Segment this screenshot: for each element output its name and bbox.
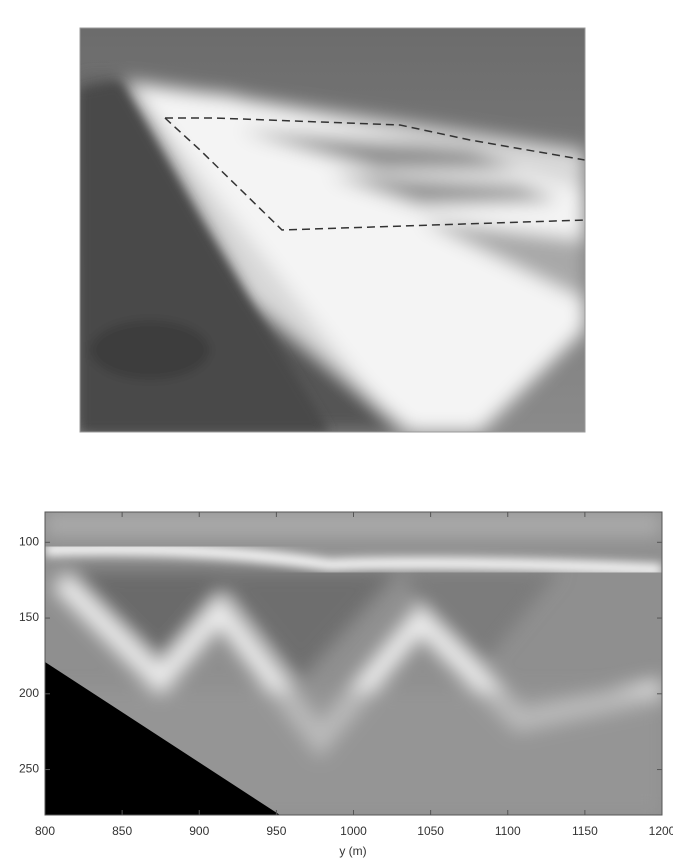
x-tick-label: 950 bbox=[266, 824, 286, 838]
y-tick-label: 150 bbox=[19, 610, 39, 624]
figure: y (m) 800 850 900 950 1000 1050 1100 1150 1200 10… bbox=[0, 0, 673, 863]
x-tick-label: 1200 bbox=[649, 824, 673, 838]
x-tick-label: 800 bbox=[35, 824, 55, 838]
map-panel bbox=[45, 512, 662, 815]
y-tick-label: 200 bbox=[19, 686, 39, 700]
x-axis-label: y (m) bbox=[339, 844, 366, 858]
photo-panel bbox=[80, 28, 585, 432]
y-tick-label: 250 bbox=[19, 762, 39, 776]
x-tick-label: 900 bbox=[189, 824, 209, 838]
x-tick-label: 1000 bbox=[340, 824, 367, 838]
x-tick-label: 1150 bbox=[572, 824, 598, 838]
x-tick-label: 850 bbox=[112, 824, 132, 838]
x-tick-label: 1050 bbox=[417, 824, 444, 838]
x-tick-label: 1100 bbox=[495, 824, 521, 838]
y-tick-label: 100 bbox=[19, 534, 39, 548]
